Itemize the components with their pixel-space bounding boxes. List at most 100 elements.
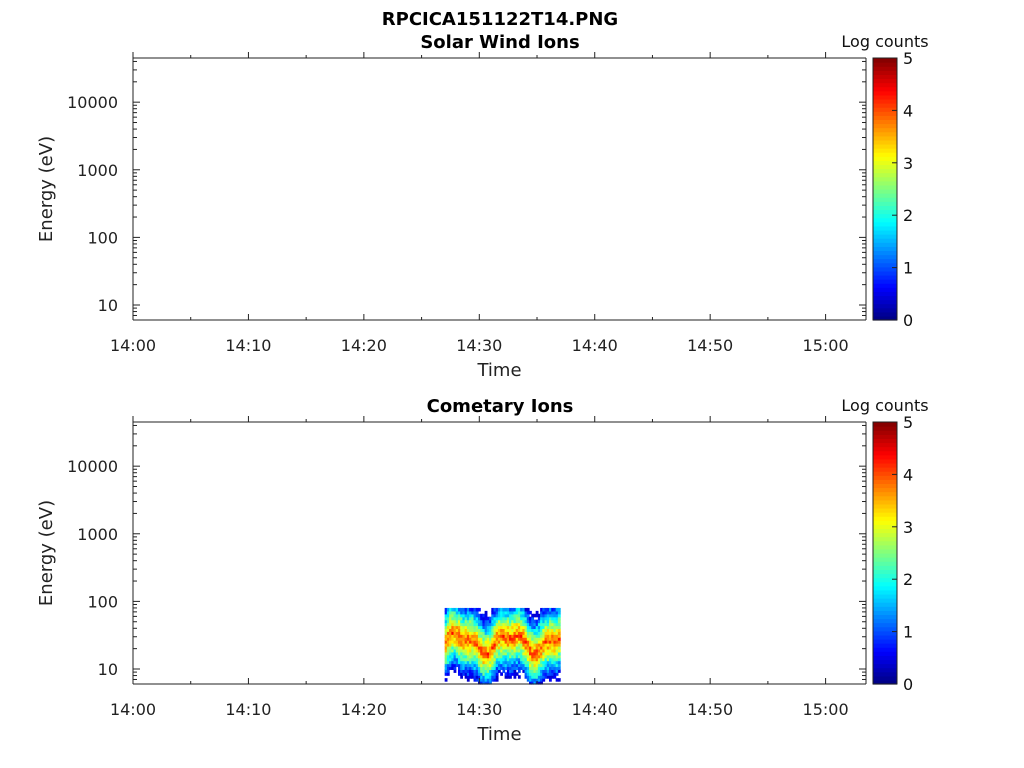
data-cell bbox=[506, 645, 510, 650]
data-cell bbox=[446, 625, 450, 630]
data-cell bbox=[540, 631, 543, 635]
data-cell bbox=[457, 643, 461, 647]
data-cell bbox=[544, 634, 548, 638]
colorbar-segment bbox=[873, 638, 897, 644]
data-cell bbox=[551, 616, 555, 621]
data-cell bbox=[522, 648, 526, 653]
data-cell bbox=[553, 654, 557, 659]
data-cell bbox=[513, 672, 517, 676]
data-cell bbox=[542, 610, 546, 615]
data-cell bbox=[544, 675, 548, 679]
data-cell bbox=[455, 645, 459, 650]
data-cell bbox=[495, 663, 499, 668]
data-cell bbox=[553, 631, 557, 635]
data-cell bbox=[526, 640, 530, 644]
data-cell bbox=[444, 607, 448, 612]
colorbar-segment bbox=[873, 610, 897, 615]
data-cell bbox=[540, 628, 543, 632]
data-cell bbox=[495, 610, 499, 615]
data-cell bbox=[444, 631, 448, 635]
data-cell bbox=[513, 675, 517, 679]
data-cell bbox=[544, 651, 548, 656]
data-cell bbox=[551, 669, 555, 673]
data-cell bbox=[517, 610, 521, 615]
spectrogram-data bbox=[444, 607, 561, 685]
data-cell bbox=[469, 607, 472, 612]
data-cell bbox=[553, 643, 557, 647]
data-cell bbox=[526, 678, 530, 682]
data-cell bbox=[471, 672, 475, 676]
data-cell bbox=[446, 616, 450, 621]
data-cell bbox=[540, 610, 543, 615]
data-cell bbox=[531, 648, 535, 653]
data-cell bbox=[491, 669, 495, 673]
data-cell bbox=[482, 643, 486, 647]
data-cell bbox=[513, 637, 517, 641]
data-cell bbox=[460, 610, 464, 615]
data-cell bbox=[535, 628, 539, 632]
data-cell bbox=[500, 666, 503, 670]
data-cell bbox=[495, 631, 499, 635]
data-cell bbox=[477, 666, 481, 670]
data-cell bbox=[455, 643, 459, 647]
data-cell bbox=[480, 622, 484, 627]
data-cell bbox=[529, 678, 532, 682]
data-cell bbox=[537, 675, 541, 679]
data-cell bbox=[457, 660, 461, 665]
data-cell bbox=[540, 666, 543, 670]
data-cell bbox=[500, 663, 503, 668]
data-cell bbox=[482, 645, 486, 650]
data-cell bbox=[493, 648, 497, 653]
data-cell bbox=[546, 616, 550, 621]
data-cell bbox=[531, 613, 535, 618]
data-cell bbox=[444, 666, 448, 670]
colorbar-segment bbox=[873, 270, 897, 276]
data-cell bbox=[555, 657, 559, 662]
data-cell bbox=[517, 654, 521, 659]
data-cell bbox=[520, 643, 523, 647]
data-cell bbox=[475, 660, 479, 665]
colorbar-segment bbox=[873, 467, 897, 472]
colorbar-segment bbox=[873, 234, 897, 239]
data-cell bbox=[449, 613, 452, 618]
data-cell bbox=[542, 622, 546, 627]
data-cell bbox=[511, 616, 515, 621]
data-cell bbox=[489, 681, 492, 685]
data-cell bbox=[453, 607, 457, 612]
data-cell bbox=[475, 663, 479, 668]
data-cell bbox=[544, 660, 548, 665]
colorbar-segment bbox=[873, 283, 897, 288]
data-cell bbox=[526, 663, 530, 668]
data-cell bbox=[542, 643, 546, 647]
data-cell bbox=[535, 675, 539, 679]
data-cell bbox=[513, 660, 517, 665]
data-cell bbox=[551, 625, 555, 630]
data-cell bbox=[489, 619, 492, 624]
data-cell bbox=[446, 613, 450, 618]
data-cell bbox=[529, 672, 532, 676]
colorbar-segment bbox=[873, 581, 897, 587]
data-cell bbox=[495, 657, 499, 662]
data-cell bbox=[482, 660, 486, 665]
data-cell bbox=[553, 616, 557, 621]
data-cell bbox=[453, 619, 457, 624]
data-cell bbox=[542, 640, 546, 644]
data-cell bbox=[491, 637, 495, 641]
data-cell bbox=[446, 660, 450, 665]
data-cell bbox=[455, 663, 459, 668]
data-cell bbox=[469, 619, 472, 624]
colorbar-segment bbox=[873, 291, 897, 297]
data-cell bbox=[553, 628, 557, 632]
data-cell bbox=[453, 613, 457, 618]
data-cell bbox=[491, 660, 495, 665]
data-cell bbox=[473, 622, 477, 627]
data-cell bbox=[537, 666, 541, 670]
data-cell bbox=[500, 631, 503, 635]
data-cell bbox=[520, 607, 523, 612]
data-cell bbox=[522, 651, 526, 656]
data-cell bbox=[537, 622, 541, 627]
data-cell bbox=[457, 622, 461, 627]
data-cell bbox=[464, 660, 468, 665]
data-cell bbox=[549, 669, 552, 673]
data-cell bbox=[444, 610, 448, 615]
